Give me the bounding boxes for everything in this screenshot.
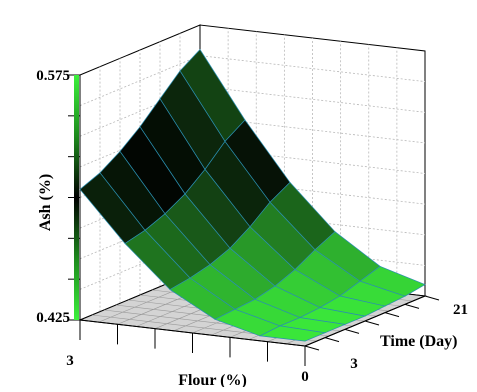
x-tick-label-end: 0: [301, 369, 309, 385]
y-tick-label-end: 21: [453, 302, 468, 318]
z-axis-colorbar: [74, 75, 79, 320]
y-axis-label: Time (Day): [380, 333, 457, 350]
y-tick: [344, 328, 360, 334]
surface-mesh: [79, 48, 426, 342]
z-axis-label: Ash (%): [37, 174, 54, 231]
y-tick: [304, 345, 320, 351]
y-tick: [424, 295, 440, 301]
z-tick-label-min: 0.425: [36, 310, 70, 326]
y-tick: [324, 337, 340, 343]
y-tick: [384, 312, 400, 318]
y-tick-label-start: 3: [350, 356, 358, 372]
z-tick-label-max: 0.575: [36, 68, 70, 84]
y-tick: [404, 303, 420, 309]
surface-patch: [258, 325, 327, 342]
x-axis-label: Flour (%): [178, 372, 247, 387]
x-tick-label-start: 3: [66, 353, 74, 369]
y-tick: [364, 320, 380, 326]
